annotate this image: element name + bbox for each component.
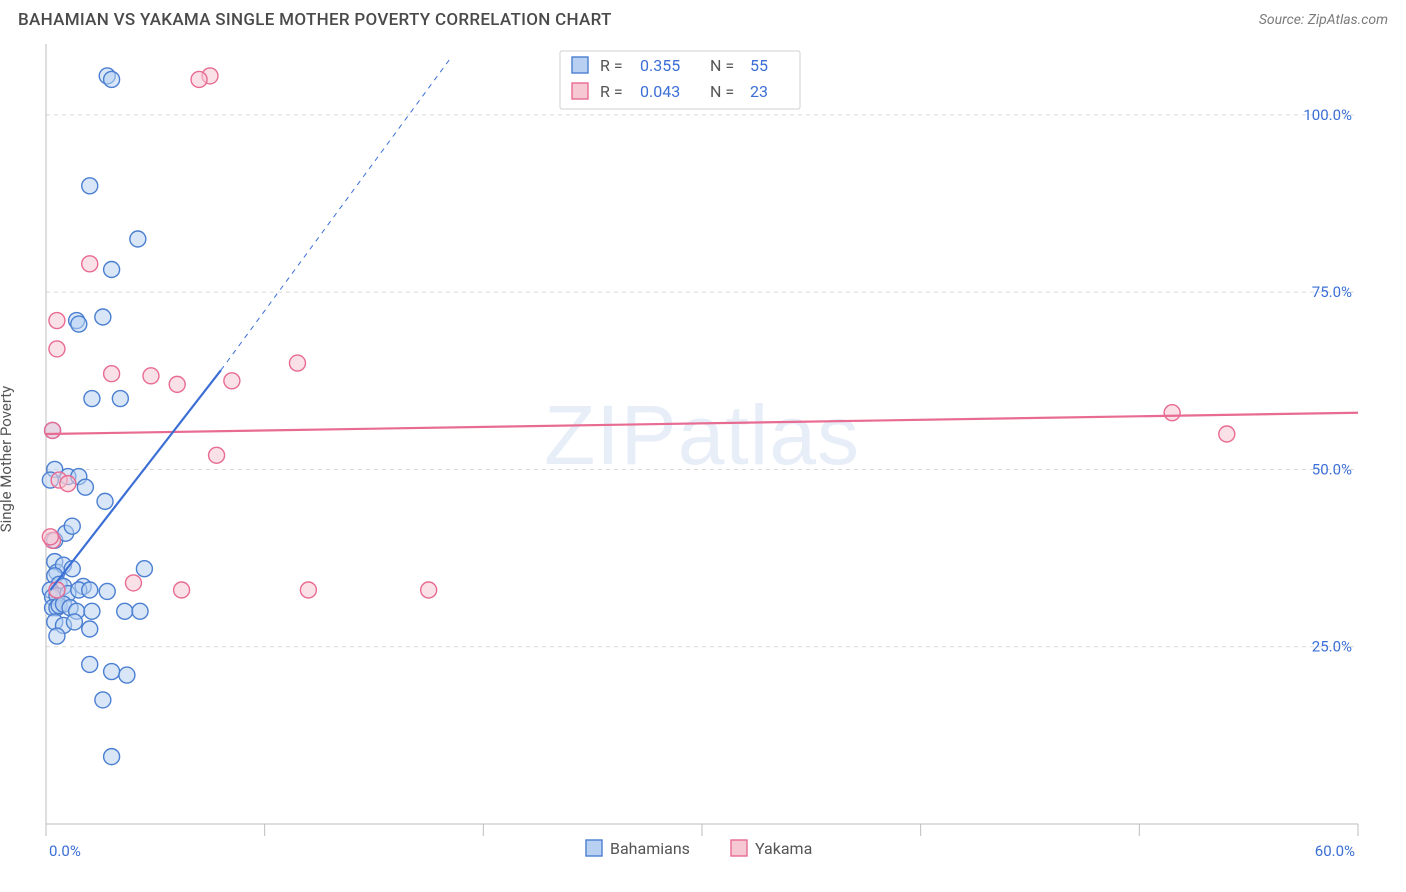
source-credit: Source: ZipAtlas.com	[1259, 12, 1388, 28]
y-tick-label: 75.0%	[1312, 283, 1352, 301]
data-point	[64, 518, 80, 534]
data-point	[95, 309, 111, 325]
legend-n-label: N =	[710, 56, 734, 75]
x-tick-label: 0.0%	[49, 842, 81, 860]
data-point	[77, 479, 93, 495]
data-point	[60, 476, 76, 492]
data-point	[95, 692, 111, 708]
data-point	[42, 529, 58, 545]
data-point	[224, 373, 240, 389]
data-point	[143, 368, 159, 384]
y-tick-label: 50.0%	[1312, 460, 1352, 478]
data-point	[421, 582, 437, 598]
series-swatch	[731, 840, 747, 856]
data-point	[71, 316, 87, 332]
data-point	[1164, 405, 1180, 421]
data-point	[191, 71, 207, 87]
data-point	[104, 366, 120, 382]
data-point	[104, 261, 120, 277]
y-tick-label: 100.0%	[1303, 106, 1352, 124]
legend-r-label: R =	[600, 82, 623, 101]
data-point	[132, 603, 148, 619]
data-point	[82, 582, 98, 598]
series-label: Bahamians	[610, 839, 690, 858]
data-point	[99, 583, 115, 599]
legend-r-value: 0.355	[640, 56, 680, 75]
data-point	[104, 71, 120, 87]
y-axis-label: Single Mother Poverty	[0, 386, 15, 533]
trend-line-dashed	[221, 58, 451, 370]
data-point	[49, 628, 65, 644]
data-point	[169, 376, 185, 392]
data-point	[289, 355, 305, 371]
data-point	[209, 447, 225, 463]
chart-title: BAHAMIAN VS YAKAMA SINGLE MOTHER POVERTY…	[18, 10, 612, 30]
data-point	[82, 256, 98, 272]
data-point	[82, 656, 98, 672]
data-point	[300, 582, 316, 598]
watermark: ZIPatlas	[544, 388, 860, 482]
legend-r-label: R =	[600, 56, 623, 75]
data-point	[112, 391, 128, 407]
legend-swatch	[572, 83, 588, 99]
chart-container: Single Mother Poverty 25.0% 50.0% 75.0% 100…	[0, 34, 1406, 884]
data-point	[84, 391, 100, 407]
data-point	[84, 603, 100, 619]
legend-n-value: 55	[750, 56, 768, 75]
data-point	[97, 493, 113, 509]
x-tick-label: 60.0%	[1315, 842, 1355, 860]
data-point	[125, 575, 141, 591]
data-point	[82, 621, 98, 637]
legend-swatch	[572, 57, 588, 73]
data-point	[104, 664, 120, 680]
data-point	[117, 603, 133, 619]
data-point	[130, 231, 146, 247]
scatter-chart: 25.0% 50.0% 75.0% 100.0% ZIPatlas 0.0% 60.0% R …	[0, 34, 1406, 884]
legend-n-value: 23	[750, 82, 768, 101]
data-point	[136, 561, 152, 577]
data-point	[119, 667, 135, 683]
y-tick-label: 25.0%	[1312, 638, 1352, 656]
data-point	[82, 178, 98, 194]
series-label: Yakama	[755, 839, 812, 858]
legend-r-value: 0.043	[640, 82, 680, 101]
data-point	[174, 582, 190, 598]
legend-n-label: N =	[710, 82, 734, 101]
series-swatch	[586, 840, 602, 856]
data-point	[1219, 426, 1235, 442]
data-point	[49, 313, 65, 329]
data-point	[66, 614, 82, 630]
data-point	[45, 422, 61, 438]
data-point	[104, 749, 120, 765]
data-point	[49, 341, 65, 357]
